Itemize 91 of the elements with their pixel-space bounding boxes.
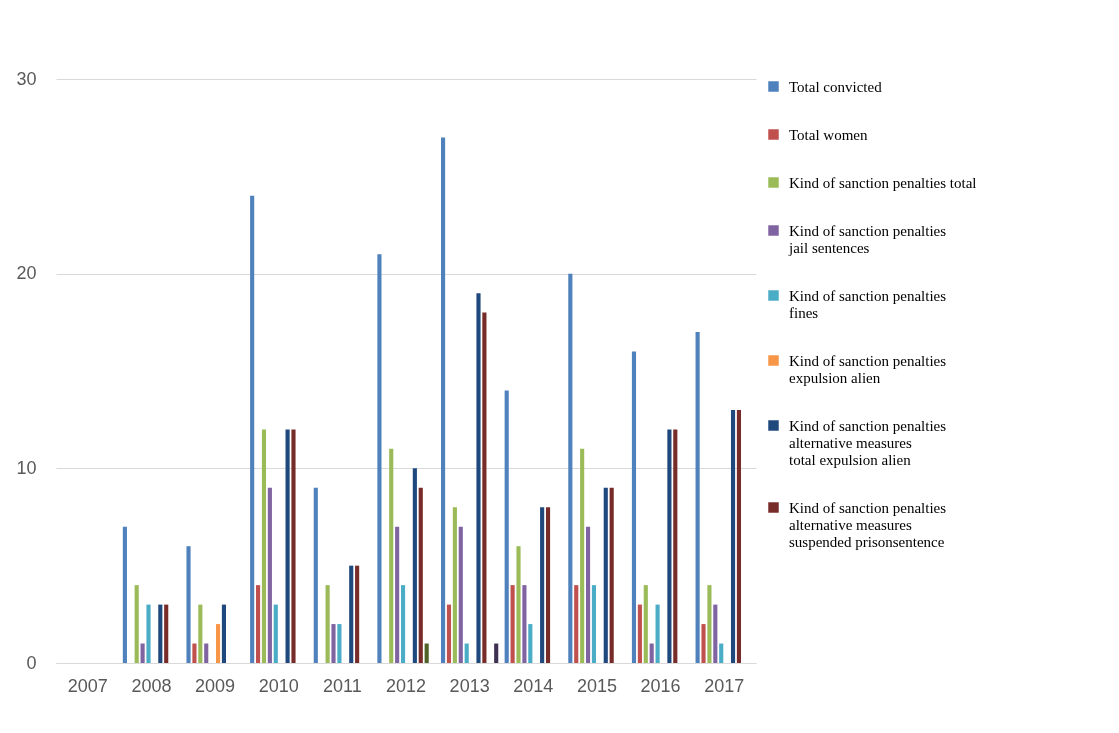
bar xyxy=(464,643,469,663)
bar xyxy=(261,429,267,663)
bar xyxy=(267,487,272,663)
bar xyxy=(198,604,203,663)
bar xyxy=(441,137,446,663)
bar xyxy=(313,487,318,663)
bar xyxy=(649,643,654,663)
bar xyxy=(140,643,145,663)
bar xyxy=(585,526,591,663)
bar xyxy=(452,507,457,663)
bar xyxy=(516,546,521,663)
bar xyxy=(134,585,139,663)
legend-label: Total convicted xyxy=(789,78,883,95)
bar xyxy=(522,585,527,663)
legend-label: Total women xyxy=(789,126,869,143)
bar xyxy=(285,429,290,663)
bar xyxy=(528,624,533,663)
bar xyxy=(730,409,736,663)
bar xyxy=(719,643,724,663)
legend-label: Kind of sanction penalties alternative measures suspended prisonsentence xyxy=(789,499,947,550)
bar xyxy=(736,409,742,663)
x-tick-label: 2009 xyxy=(195,675,236,696)
bar xyxy=(574,585,579,663)
legend-label: Kind of sanction penalties expulsion alien xyxy=(789,352,947,386)
bar xyxy=(256,585,261,663)
bar xyxy=(158,604,163,663)
x-tick-label: 2017 xyxy=(704,675,745,696)
x-tick-label: 2015 xyxy=(576,675,617,696)
x-tick-label: 2014 xyxy=(513,675,554,696)
x-tick-label: 2008 xyxy=(131,675,172,696)
bar xyxy=(215,624,221,663)
y-tick-label: 10 xyxy=(16,457,37,478)
bar xyxy=(349,565,354,663)
bar xyxy=(701,624,706,663)
bar xyxy=(146,604,151,663)
legend-label: Kind of sanction penalties total xyxy=(789,174,977,191)
bar xyxy=(122,526,127,663)
bar xyxy=(631,351,637,663)
legend-label: Kind of sanction penalties fines xyxy=(789,287,947,321)
x-tick-label: 2012 xyxy=(385,675,427,696)
bar xyxy=(673,429,678,663)
x-tick-label: 2011 xyxy=(323,675,362,696)
bar xyxy=(458,526,463,663)
bar xyxy=(695,332,700,663)
bar xyxy=(221,604,227,663)
bar xyxy=(580,448,585,663)
bar xyxy=(418,487,423,663)
bar xyxy=(655,604,660,663)
bar xyxy=(591,585,597,663)
bar xyxy=(504,390,509,663)
bar xyxy=(707,585,712,663)
bar xyxy=(494,643,499,663)
bar xyxy=(355,565,360,663)
bar xyxy=(377,254,382,663)
bar xyxy=(667,429,672,663)
x-tick-label: 2016 xyxy=(640,675,681,696)
bar xyxy=(331,624,336,663)
bar xyxy=(643,585,648,663)
bar xyxy=(609,487,614,663)
bar xyxy=(186,546,191,663)
x-tick-label: 2007 xyxy=(67,675,108,696)
bar xyxy=(603,487,608,663)
bar xyxy=(568,273,573,663)
bar xyxy=(291,429,296,663)
x-tick-label: 2013 xyxy=(449,675,490,696)
bar xyxy=(540,507,545,663)
y-tick-label: 0 xyxy=(26,652,37,673)
bar xyxy=(164,604,169,663)
bar xyxy=(545,507,551,663)
bar xyxy=(395,526,400,663)
bar xyxy=(510,585,515,663)
bar xyxy=(273,604,278,663)
bar xyxy=(424,643,429,663)
bar xyxy=(204,643,209,663)
legend-label: Kind of sanction penalties alternative measures total expulsion alien xyxy=(789,417,947,468)
bar xyxy=(400,585,406,663)
y-tick-label: 30 xyxy=(16,68,37,89)
bar xyxy=(476,293,481,663)
bar xyxy=(192,643,197,663)
legend-label: Kind of sanction penalties jail sentences xyxy=(788,222,947,256)
bar xyxy=(637,604,642,663)
bar xyxy=(446,604,452,663)
bar xyxy=(250,195,255,663)
bar xyxy=(412,468,417,663)
bar xyxy=(482,312,487,663)
x-tick-label: 2010 xyxy=(258,675,299,696)
bar xyxy=(337,624,342,663)
bar xyxy=(325,585,330,663)
bar xyxy=(713,604,718,663)
bar xyxy=(389,448,394,663)
y-tick-label: 20 xyxy=(16,263,37,284)
